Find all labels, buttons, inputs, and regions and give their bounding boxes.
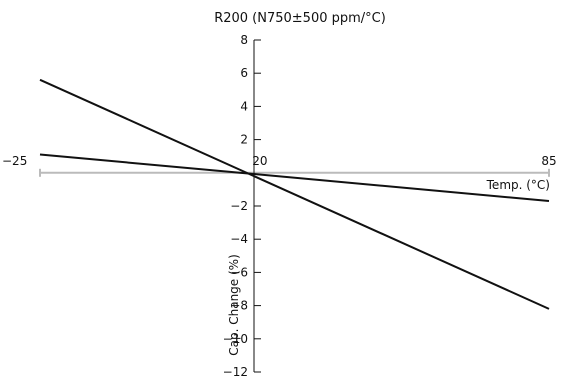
axes [39, 40, 550, 372]
x-tick-label: −25 [2, 154, 27, 168]
y-tick-label: 2 [240, 133, 248, 147]
y-tick-label: 6 [240, 66, 248, 80]
y-tick-label: −10 [223, 332, 248, 346]
y-tick-label: −2 [230, 199, 248, 213]
y-tick-label: −6 [230, 265, 248, 279]
x-tick-label: 20 [252, 154, 267, 168]
y-axis-label: Cap. Change (%) [227, 254, 241, 356]
y-tick-label: 4 [240, 99, 248, 113]
series-line-1 [39, 78, 550, 310]
series-layer [39, 78, 550, 310]
x-tick-label: 85 [541, 154, 556, 168]
y-tick-label: −8 [230, 299, 248, 313]
ticks: 8 6 4 2 −2 −4 −6 −8 −10 −12 −25 20 85 [2, 33, 557, 379]
x-axis-label: Temp. (°C) [486, 178, 550, 192]
series-line-2 [39, 153, 550, 202]
chart-title: R200 (N750±500 ppm/°C) [214, 11, 386, 26]
y-tick-label: 8 [240, 33, 248, 47]
y-tick-label: −4 [230, 232, 248, 246]
y-tick-label: −12 [223, 365, 248, 379]
